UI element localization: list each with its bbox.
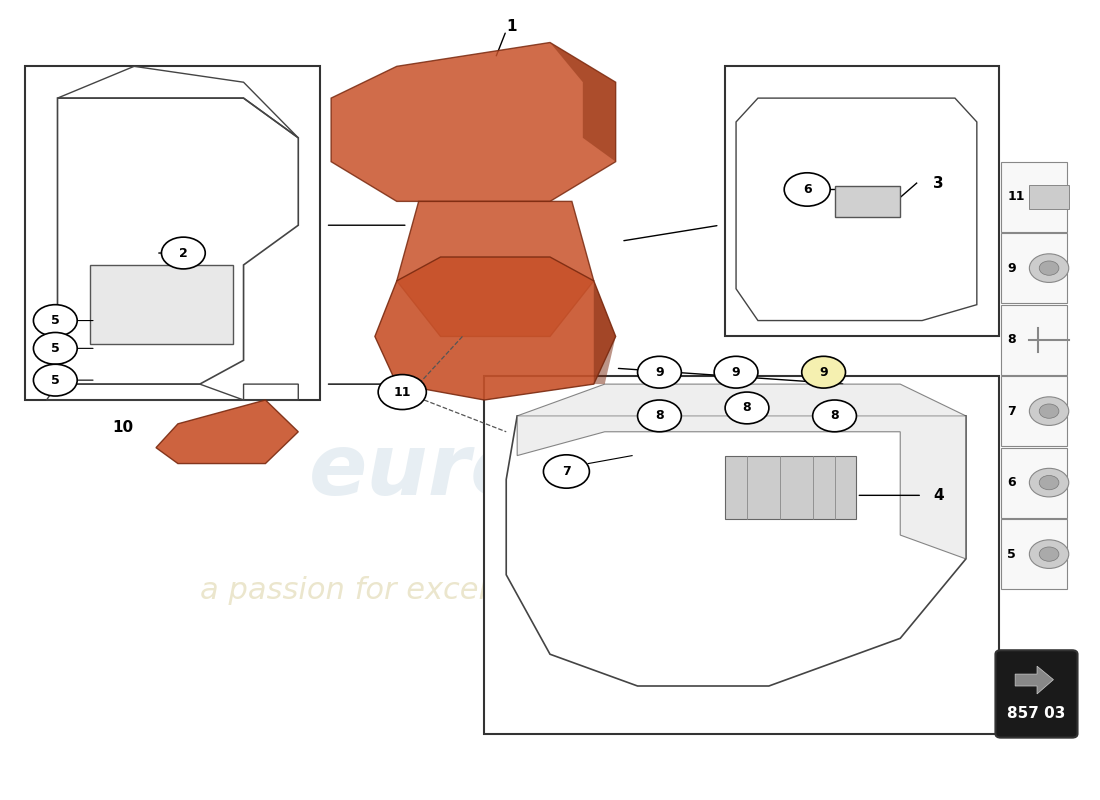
Circle shape xyxy=(638,356,681,388)
FancyBboxPatch shape xyxy=(1001,305,1067,374)
Text: 6: 6 xyxy=(803,183,812,196)
Text: 11: 11 xyxy=(394,386,411,398)
Text: 9: 9 xyxy=(820,366,828,378)
Circle shape xyxy=(714,356,758,388)
Circle shape xyxy=(33,364,77,396)
Circle shape xyxy=(1030,397,1069,426)
Text: 7: 7 xyxy=(562,465,571,478)
Polygon shape xyxy=(594,281,616,384)
Polygon shape xyxy=(375,257,616,400)
Circle shape xyxy=(725,392,769,424)
Text: 3: 3 xyxy=(933,176,944,190)
Text: 8: 8 xyxy=(830,410,839,422)
Text: 6: 6 xyxy=(1008,476,1016,489)
Circle shape xyxy=(33,305,77,337)
FancyBboxPatch shape xyxy=(90,265,232,344)
Polygon shape xyxy=(156,400,298,463)
Circle shape xyxy=(638,400,681,432)
Text: 9: 9 xyxy=(656,366,663,378)
FancyBboxPatch shape xyxy=(725,66,999,337)
Circle shape xyxy=(1030,254,1069,282)
FancyBboxPatch shape xyxy=(1001,376,1067,446)
Polygon shape xyxy=(550,42,616,162)
Circle shape xyxy=(802,356,846,388)
Text: 5: 5 xyxy=(1008,548,1016,561)
Circle shape xyxy=(1040,404,1059,418)
Text: 4: 4 xyxy=(933,488,944,503)
Text: 8: 8 xyxy=(742,402,751,414)
Polygon shape xyxy=(1015,666,1054,694)
Circle shape xyxy=(162,237,206,269)
Text: 5: 5 xyxy=(51,374,59,386)
Text: a passion for excellence 1985: a passion for excellence 1985 xyxy=(200,576,657,605)
Polygon shape xyxy=(331,42,616,202)
Circle shape xyxy=(1030,540,1069,569)
FancyBboxPatch shape xyxy=(1001,162,1067,231)
FancyBboxPatch shape xyxy=(996,650,1078,738)
Circle shape xyxy=(543,455,590,488)
Polygon shape xyxy=(397,202,594,337)
Text: 2: 2 xyxy=(179,246,188,259)
Text: 8: 8 xyxy=(1008,333,1016,346)
Text: eurospares: eurospares xyxy=(309,430,854,514)
Text: 9: 9 xyxy=(732,366,740,378)
FancyBboxPatch shape xyxy=(484,376,999,734)
FancyBboxPatch shape xyxy=(1001,448,1067,518)
Polygon shape xyxy=(517,384,966,559)
Circle shape xyxy=(1040,547,1059,562)
FancyBboxPatch shape xyxy=(1001,519,1067,589)
Text: 857 03: 857 03 xyxy=(1006,706,1065,722)
FancyBboxPatch shape xyxy=(1001,233,1067,303)
FancyBboxPatch shape xyxy=(835,186,900,218)
FancyBboxPatch shape xyxy=(725,456,857,519)
Circle shape xyxy=(1030,468,1069,497)
Text: 8: 8 xyxy=(656,410,663,422)
Circle shape xyxy=(813,400,857,432)
Circle shape xyxy=(1040,475,1059,490)
Text: 5: 5 xyxy=(51,342,59,355)
Text: 11: 11 xyxy=(1008,190,1025,203)
Circle shape xyxy=(1040,261,1059,275)
Text: 7: 7 xyxy=(1008,405,1016,418)
Circle shape xyxy=(378,374,427,410)
FancyBboxPatch shape xyxy=(24,66,320,400)
FancyBboxPatch shape xyxy=(1030,185,1069,209)
Circle shape xyxy=(33,333,77,364)
Text: 9: 9 xyxy=(1008,262,1016,274)
Text: 10: 10 xyxy=(112,420,134,435)
Text: 5: 5 xyxy=(51,314,59,327)
Circle shape xyxy=(784,173,830,206)
Text: 1: 1 xyxy=(506,19,517,34)
